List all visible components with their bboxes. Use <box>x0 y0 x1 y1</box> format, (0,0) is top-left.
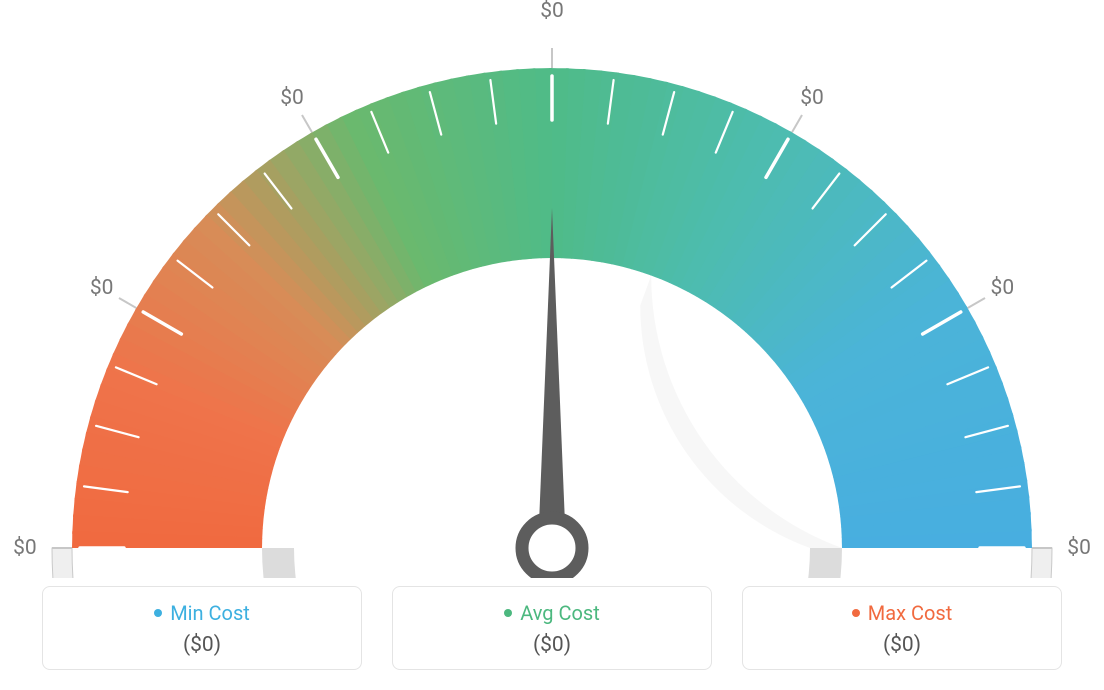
gauge-tick-label: $0 <box>540 0 564 23</box>
gauge-tick-label: $0 <box>991 276 1015 300</box>
legend-dot-icon <box>852 609 860 617</box>
gauge-svg <box>42 18 1062 578</box>
legend-dot-icon <box>504 609 512 617</box>
legend-box-min: Min Cost ($0) <box>42 586 362 670</box>
gauge-tick-label: $0 <box>13 536 37 560</box>
legend-value-min: ($0) <box>43 633 361 657</box>
gauge-tick-label: $0 <box>90 276 114 300</box>
legend-box-avg: Avg Cost ($0) <box>392 586 712 670</box>
legend-label-min: Min Cost <box>170 601 250 625</box>
legend-dot-icon <box>154 609 162 617</box>
legend-title-avg: Avg Cost <box>393 601 711 625</box>
legend-title-max: Max Cost <box>743 601 1061 625</box>
gauge-tick-label: $0 <box>280 86 304 110</box>
legend-label-avg: Avg Cost <box>520 601 600 625</box>
legend-value-max: ($0) <box>743 633 1061 657</box>
legend-label-max: Max Cost <box>868 601 953 625</box>
legend-value-avg: ($0) <box>393 633 711 657</box>
gauge-tick-label: $0 <box>1067 536 1091 560</box>
legend-row: Min Cost ($0) Avg Cost ($0) Max Cost ($0… <box>0 586 1104 670</box>
legend-title-min: Min Cost <box>43 601 361 625</box>
gauge-tick-label: $0 <box>800 86 824 110</box>
gauge-chart: $0$0$0$0$0$0$0 <box>42 18 1062 578</box>
legend-box-max: Max Cost ($0) <box>742 586 1062 670</box>
